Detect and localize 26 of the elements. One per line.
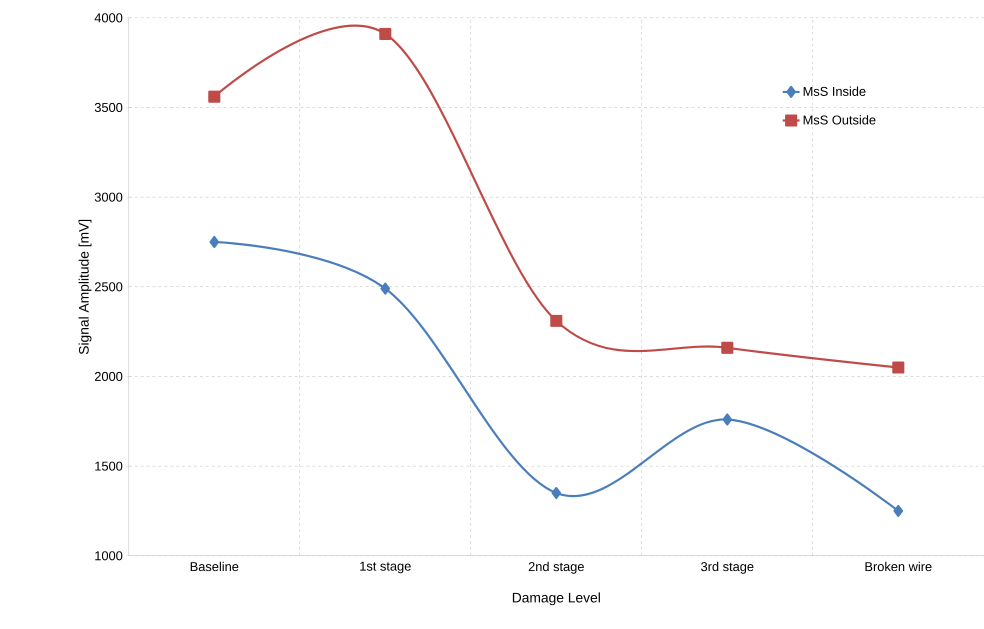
y-tick-label: 3000	[94, 192, 122, 202]
x-tick-label: 2nd stage	[528, 562, 584, 574]
point	[722, 413, 732, 426]
point	[550, 314, 562, 327]
point	[721, 342, 734, 354]
x-tick-label: Baseline	[190, 562, 238, 572]
x-axis-title: Damage Level	[512, 592, 600, 606]
y-tick-label: 3500	[94, 102, 122, 112]
y-tick-label: 1500	[95, 462, 122, 471]
point	[892, 361, 904, 374]
y-tick-label: 2500	[94, 282, 122, 292]
point	[380, 282, 390, 295]
point	[208, 90, 220, 103]
x-tick-label: Broken wire	[865, 562, 932, 572]
y-axis-title: Signal Amplitude [mV]	[78, 220, 92, 354]
point	[210, 236, 220, 248]
x-tick-label: 3rd stage	[701, 562, 754, 574]
point	[379, 28, 392, 40]
x-tick-label: 1st stage	[360, 562, 411, 574]
legend-label: MsS Outside	[804, 115, 876, 124]
legend-label: MsS Inside	[804, 86, 866, 96]
y-tick-label: 4000	[94, 13, 122, 22]
y-tick-label: 2000	[94, 372, 122, 381]
point	[551, 486, 562, 500]
point	[893, 504, 904, 517]
y-tick-label: 1000	[95, 551, 122, 560]
